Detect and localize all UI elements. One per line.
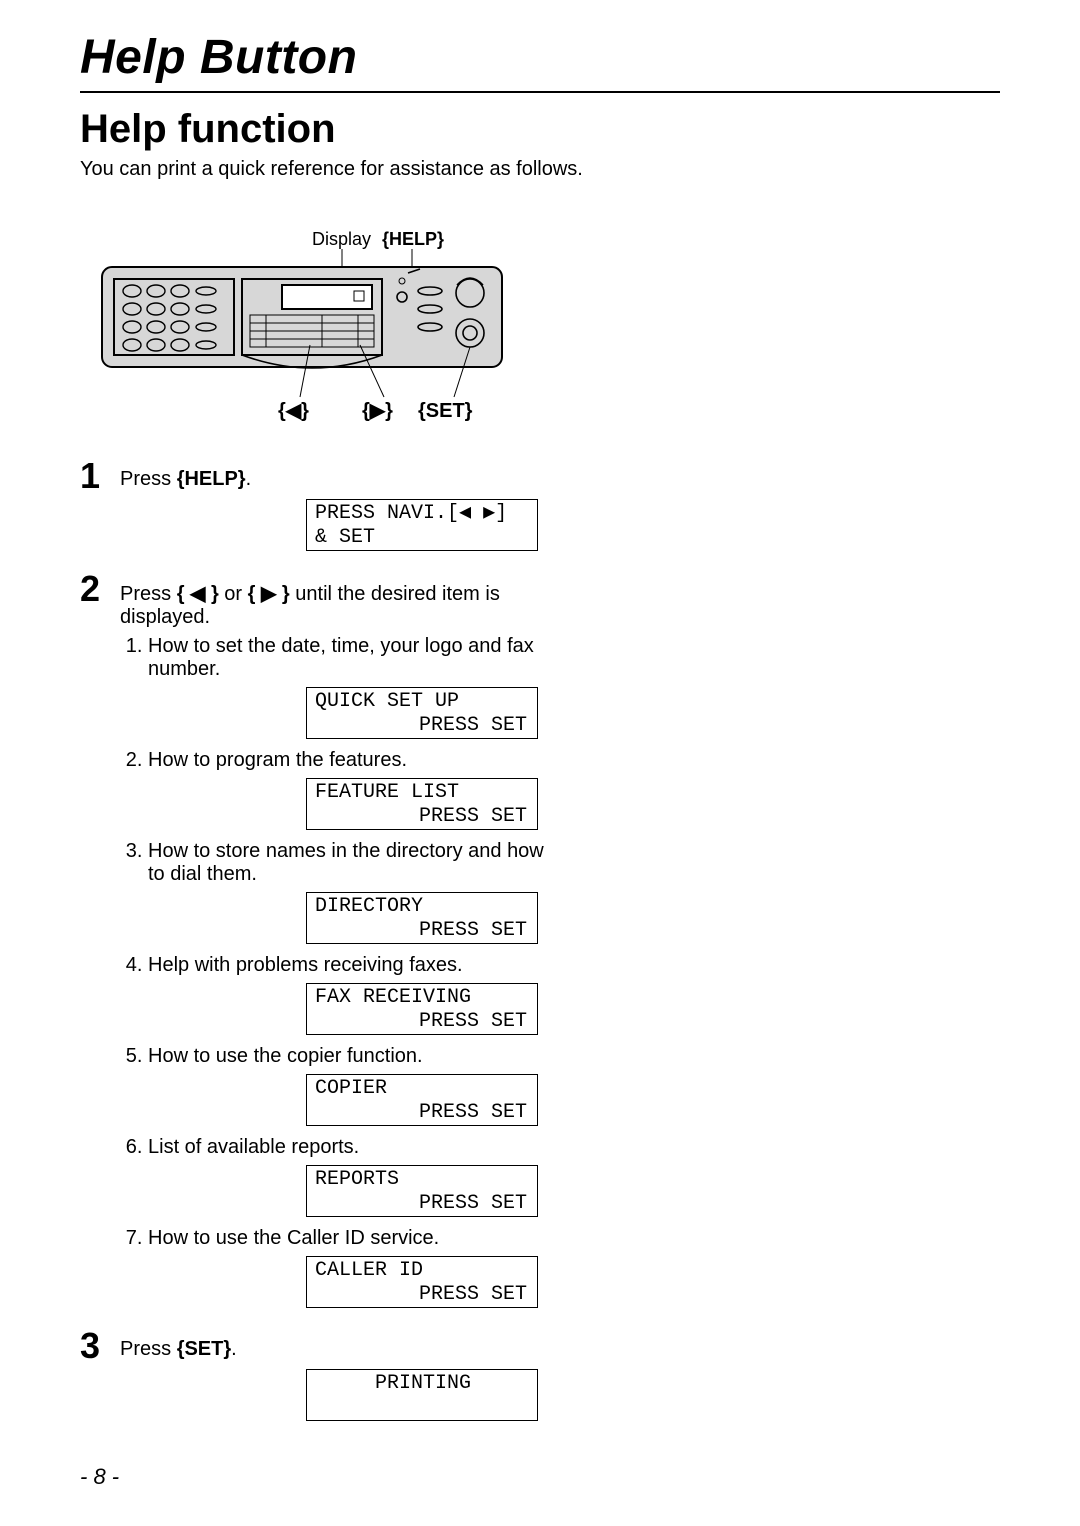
lcd-line1: FEATURE LIST bbox=[315, 781, 459, 804]
set-key-label: {SET} bbox=[418, 400, 473, 422]
lcd-line2: PRESS SET bbox=[315, 1192, 531, 1216]
right-nav-key-label: {▶} bbox=[362, 400, 393, 422]
lcd-display: QUICK SET UPPRESS SET bbox=[306, 687, 538, 739]
help-item: How to set the date, time, your logo and… bbox=[148, 635, 550, 739]
lcd-line1: CALLER ID bbox=[315, 1259, 423, 1282]
help-item-desc: How to program the features. bbox=[148, 749, 407, 771]
help-item: How to use the Caller ID service. CALLER… bbox=[148, 1227, 550, 1308]
step-text: Press bbox=[120, 1338, 177, 1360]
step-3: 3 Press {SET}. PRINTING bbox=[80, 1328, 1000, 1431]
step-text: Press bbox=[120, 468, 177, 490]
step-text-end: . bbox=[246, 468, 252, 490]
section-heading: Help function bbox=[80, 107, 1000, 152]
lcd-line2: PRESS SET bbox=[315, 805, 531, 829]
lcd-line2 bbox=[315, 1396, 531, 1420]
lcd-line1: QUICK SET UP bbox=[315, 690, 459, 713]
step-text-end: . bbox=[231, 1338, 237, 1360]
step-2: 2 Press { ◀ } or { ▶ } until the desired… bbox=[80, 571, 1000, 1318]
help-item-desc: How to set the date, time, your logo and… bbox=[148, 635, 534, 680]
left-key: { ◀ } bbox=[177, 583, 219, 605]
lcd-line2: PRESS SET bbox=[315, 1283, 531, 1307]
lcd-line1: PRESS NAVI.[◀ ▶] bbox=[315, 502, 507, 525]
step-body: Press {SET}. PRINTING bbox=[120, 1328, 538, 1431]
lcd-line2: PRESS SET bbox=[315, 1010, 531, 1034]
help-key-label: {HELP} bbox=[382, 229, 444, 249]
lcd-display: DIRECTORYPRESS SET bbox=[306, 892, 538, 944]
step-number: 1 bbox=[80, 458, 120, 494]
lcd-line1: COPIER bbox=[315, 1077, 387, 1100]
lcd-display: FEATURE LISTPRESS SET bbox=[306, 778, 538, 830]
step-body: Press { ◀ } or { ▶ } until the desired i… bbox=[120, 571, 550, 1318]
help-item-desc: How to use the copier function. bbox=[148, 1045, 423, 1067]
help-item-desc: How to store names in the directory and … bbox=[148, 840, 544, 885]
lcd-display: CALLER IDPRESS SET bbox=[306, 1256, 538, 1308]
lcd-line2: PRESS SET bbox=[315, 714, 531, 738]
lcd-line2: PRESS SET bbox=[315, 919, 531, 943]
help-item-desc: Help with problems receiving faxes. bbox=[148, 954, 463, 976]
page-title: Help Button bbox=[80, 30, 1000, 85]
step-text-mid: or bbox=[219, 583, 248, 605]
step-number: 3 bbox=[80, 1328, 120, 1364]
lcd-display: COPIERPRESS SET bbox=[306, 1074, 538, 1126]
lcd-line2: & SET bbox=[315, 526, 531, 550]
page: Help Button Help function You can print … bbox=[0, 0, 1080, 1526]
help-items-list: How to set the date, time, your logo and… bbox=[120, 635, 550, 1308]
help-item: How to store names in the directory and … bbox=[148, 840, 550, 944]
set-key: {SET} bbox=[177, 1338, 231, 1360]
step-1: 1 Press {HELP}. PRESS NAVI.[◀ ▶]& SET bbox=[80, 458, 1000, 561]
help-item: Help with problems receiving faxes. FAX … bbox=[148, 954, 550, 1035]
help-item-desc: List of available reports. bbox=[148, 1136, 359, 1158]
device-diagram: Display {HELP} bbox=[92, 227, 522, 432]
lcd-display: REPORTSPRESS SET bbox=[306, 1165, 538, 1217]
lcd-display: FAX RECEIVINGPRESS SET bbox=[306, 983, 538, 1035]
step-body: Press {HELP}. PRESS NAVI.[◀ ▶]& SET bbox=[120, 458, 538, 561]
page-number: - 8 - bbox=[80, 1464, 119, 1490]
title-rule bbox=[80, 91, 1000, 93]
step-number: 2 bbox=[80, 571, 120, 607]
right-key: { ▶ } bbox=[248, 583, 290, 605]
lcd-line1: PRINTING bbox=[315, 1372, 531, 1396]
help-item: List of available reports. REPORTSPRESS … bbox=[148, 1136, 550, 1217]
lcd-line2: PRESS SET bbox=[315, 1101, 531, 1125]
help-key: {HELP} bbox=[177, 468, 246, 490]
lcd-line1: FAX RECEIVING bbox=[315, 986, 471, 1009]
help-item: How to use the copier function. COPIERPR… bbox=[148, 1045, 550, 1126]
lcd-line1: REPORTS bbox=[315, 1168, 399, 1191]
left-nav-key-label: {◀} bbox=[278, 400, 309, 422]
lcd-display: PRESS NAVI.[◀ ▶]& SET bbox=[306, 499, 538, 551]
step-text: Press bbox=[120, 583, 177, 605]
display-label: Display bbox=[312, 229, 371, 249]
help-item: How to program the features. FEATURE LIS… bbox=[148, 749, 550, 830]
lcd-display: PRINTING bbox=[306, 1369, 538, 1421]
intro-text: You can print a quick reference for assi… bbox=[80, 158, 1000, 181]
lcd-line1: DIRECTORY bbox=[315, 895, 423, 918]
help-item-desc: How to use the Caller ID service. bbox=[148, 1227, 439, 1249]
